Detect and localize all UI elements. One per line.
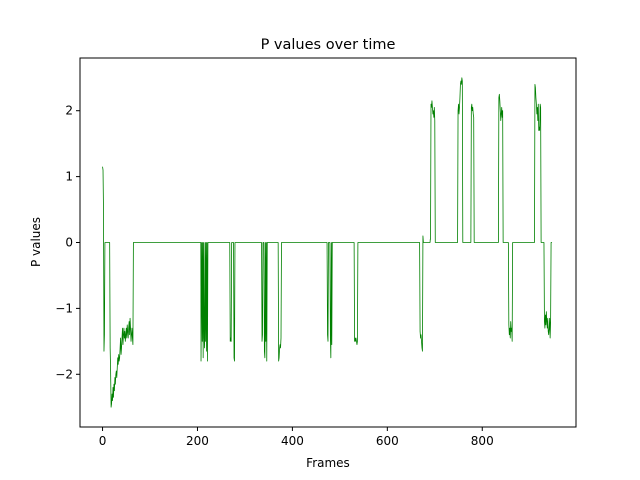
y-tick-label: 0	[65, 236, 73, 250]
x-axis-label: Frames	[306, 456, 350, 470]
series-group	[102, 77, 553, 408]
y-tick-label: −1	[55, 301, 73, 315]
x-tick-label: 600	[376, 434, 399, 448]
y-tick-label: 2	[65, 104, 73, 118]
x-tick-label: 0	[99, 434, 107, 448]
y-tick-label: −2	[55, 367, 73, 381]
y-axis-label: P values	[29, 217, 43, 267]
y-tick-label: 1	[65, 170, 73, 184]
x-tick-label: 200	[186, 434, 209, 448]
x-tick-label: 400	[281, 434, 304, 448]
x-axis: 0 200 400 600 800	[99, 427, 494, 448]
chart-title: P values over time	[261, 37, 396, 53]
x-tick-label: 800	[471, 434, 494, 448]
y-axis: −2 −1 0 1 2	[55, 104, 80, 381]
series-line-0	[102, 77, 553, 408]
